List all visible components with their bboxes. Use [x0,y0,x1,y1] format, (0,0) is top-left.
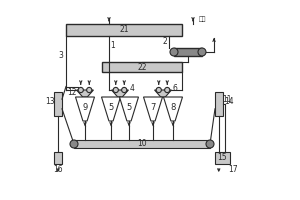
Polygon shape [143,97,163,121]
Text: 5: 5 [108,103,114,112]
Bar [66,24,182,36]
Text: 1: 1 [111,42,116,50]
Text: 进料: 进料 [198,16,206,22]
Circle shape [113,87,118,93]
Text: 4: 4 [130,84,134,93]
Bar [102,62,182,72]
Circle shape [170,48,178,56]
Text: 13: 13 [45,97,55,106]
Text: 22: 22 [137,62,147,72]
Text: 8: 8 [170,103,176,112]
Circle shape [70,140,78,148]
Circle shape [122,87,127,93]
Polygon shape [101,97,121,121]
Text: 10: 10 [137,140,147,148]
Text: 5: 5 [126,103,132,112]
Polygon shape [76,90,94,97]
Polygon shape [154,90,172,97]
Circle shape [78,87,83,93]
Text: 12: 12 [68,88,77,97]
Polygon shape [164,97,182,121]
Polygon shape [76,97,94,121]
Bar [215,152,230,164]
Circle shape [156,87,161,93]
Polygon shape [119,97,139,121]
Text: 6: 6 [172,84,178,93]
Circle shape [87,87,92,93]
Circle shape [165,87,170,93]
Text: 15: 15 [218,154,227,162]
Text: 16: 16 [53,164,63,173]
Text: 11: 11 [222,95,231,104]
Polygon shape [112,90,128,97]
Bar [174,48,202,56]
Bar [215,92,223,116]
Bar [54,92,62,116]
Text: 3: 3 [58,51,63,60]
Text: 2: 2 [163,38,167,46]
Text: 7: 7 [150,103,156,112]
Text: 17: 17 [228,166,238,174]
Text: 9: 9 [82,103,88,112]
Circle shape [206,140,214,148]
Bar [54,152,62,164]
Text: 21: 21 [119,25,129,34]
Text: 14: 14 [224,97,234,106]
Circle shape [198,48,206,56]
Bar [74,140,210,148]
